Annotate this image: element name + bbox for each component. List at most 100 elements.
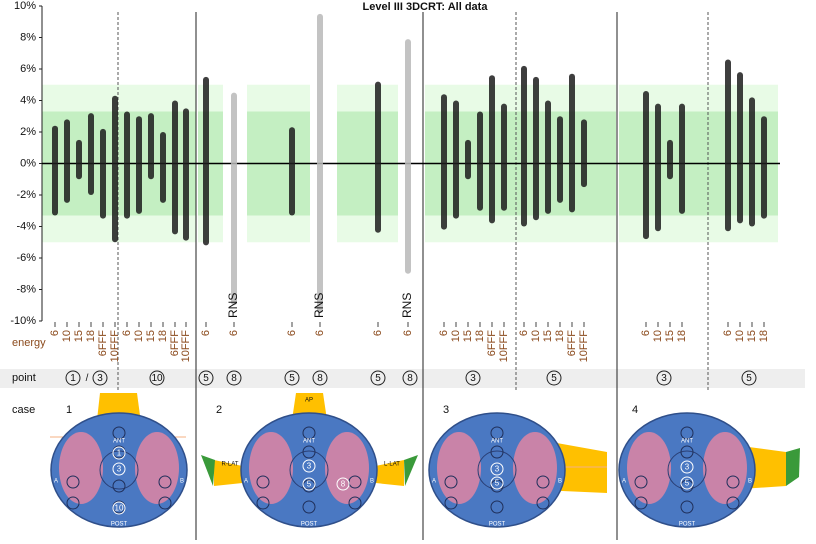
point-label: 10	[151, 373, 163, 384]
point-label: 3	[97, 373, 103, 384]
beam-label: AP	[305, 398, 313, 404]
point-circle	[149, 370, 165, 386]
data-strip	[231, 92, 237, 306]
point-circle	[284, 370, 300, 386]
energy-label: 10	[734, 330, 746, 342]
measure-point	[536, 496, 550, 510]
orientation-label: B	[748, 479, 752, 485]
inner-point-label: 5	[685, 479, 690, 488]
y-tick-label: -6%	[16, 252, 36, 264]
lung	[437, 432, 481, 504]
measure-point	[112, 479, 126, 493]
orientation-label: POST	[679, 522, 696, 528]
data-strip	[88, 113, 94, 195]
inner-point-label: 3	[685, 463, 690, 472]
inner-point-label: 3	[117, 465, 122, 474]
energy-label: 6	[518, 330, 530, 336]
orientation-label: POST	[301, 522, 318, 528]
orientation-label: POST	[489, 522, 506, 528]
data-strip	[477, 111, 483, 211]
point-label: 8	[231, 373, 237, 384]
point-label: 5	[375, 373, 381, 384]
mediastinum	[289, 450, 329, 490]
column-note: RNS	[312, 293, 326, 318]
point-circle	[312, 370, 328, 386]
data-strip	[725, 59, 731, 232]
beam-label: L-LAT	[384, 462, 400, 468]
data-strip	[203, 76, 209, 246]
orientation-label: B	[370, 479, 374, 485]
orientation-label: A	[622, 479, 626, 485]
inner-point-circle	[112, 462, 126, 476]
data-strip	[521, 65, 527, 227]
point-label: 5	[289, 373, 295, 384]
inner-point-circle	[490, 476, 504, 490]
data-strip	[453, 100, 459, 219]
energy-label: 10	[530, 330, 542, 342]
wedge	[201, 455, 215, 486]
lung	[627, 432, 671, 504]
point-circle	[656, 370, 672, 386]
inner-point-circle	[680, 460, 694, 474]
point-circle	[226, 370, 242, 386]
data-strip	[172, 100, 178, 235]
orientation-label: ANT	[303, 439, 315, 445]
energy-label: 10FFF	[180, 330, 192, 363]
point-circle	[546, 370, 562, 386]
data-strip	[112, 95, 118, 243]
energy-label: 10	[450, 330, 462, 342]
energy-label: 10FFF	[109, 330, 121, 363]
data-strip	[465, 139, 471, 180]
inner-point-label: 3	[307, 462, 312, 471]
y-tick-label: 8%	[20, 31, 36, 43]
orientation-label: ANT	[491, 439, 503, 445]
data-strip	[160, 132, 166, 203]
data-strip	[737, 72, 743, 224]
measure-point	[302, 426, 316, 440]
measure-point	[490, 479, 504, 493]
row-label: case	[12, 404, 35, 416]
energy-label: 10	[652, 330, 664, 342]
data-strip	[317, 13, 323, 314]
energy-label: 15	[664, 330, 676, 342]
measure-point	[112, 426, 126, 440]
inner-point-label: 10	[115, 504, 124, 513]
point-circle	[92, 370, 108, 386]
y-tick-label: 10%	[14, 0, 36, 12]
lung	[325, 432, 369, 504]
data-strip	[667, 139, 673, 180]
energy-label: 15	[542, 330, 554, 342]
orientation-label: ANT	[681, 439, 693, 445]
data-strip	[441, 94, 447, 230]
energy-label: 15	[462, 330, 474, 342]
measure-point	[256, 475, 270, 489]
measure-point	[634, 496, 648, 510]
point-row-band	[0, 369, 805, 388]
y-tick-label: -8%	[16, 283, 36, 295]
energy-label: 6	[722, 330, 734, 336]
column-note: RNS	[226, 293, 240, 318]
orientation-label: A	[244, 479, 248, 485]
point-label: 5	[551, 373, 557, 384]
point-label: 3	[470, 373, 476, 384]
data-strip	[136, 116, 142, 214]
energy-label: 6	[200, 330, 212, 336]
y-tick-label: -10%	[10, 315, 36, 327]
data-strip	[405, 39, 411, 274]
energy-label: 10	[61, 330, 73, 342]
data-strip	[569, 73, 575, 213]
case-number: 2	[216, 404, 222, 416]
data-strip	[183, 108, 189, 241]
data-strip	[501, 103, 507, 211]
data-strip	[545, 100, 551, 214]
energy-label: 6FFF	[566, 330, 578, 357]
point-circle	[741, 370, 757, 386]
data-strip	[655, 103, 661, 232]
energy-label: 15	[746, 330, 758, 342]
measure-point	[680, 479, 694, 493]
data-strip	[533, 76, 539, 221]
energy-label: 18	[157, 330, 169, 342]
energy-label: 10	[133, 330, 145, 342]
data-strip	[100, 128, 106, 219]
